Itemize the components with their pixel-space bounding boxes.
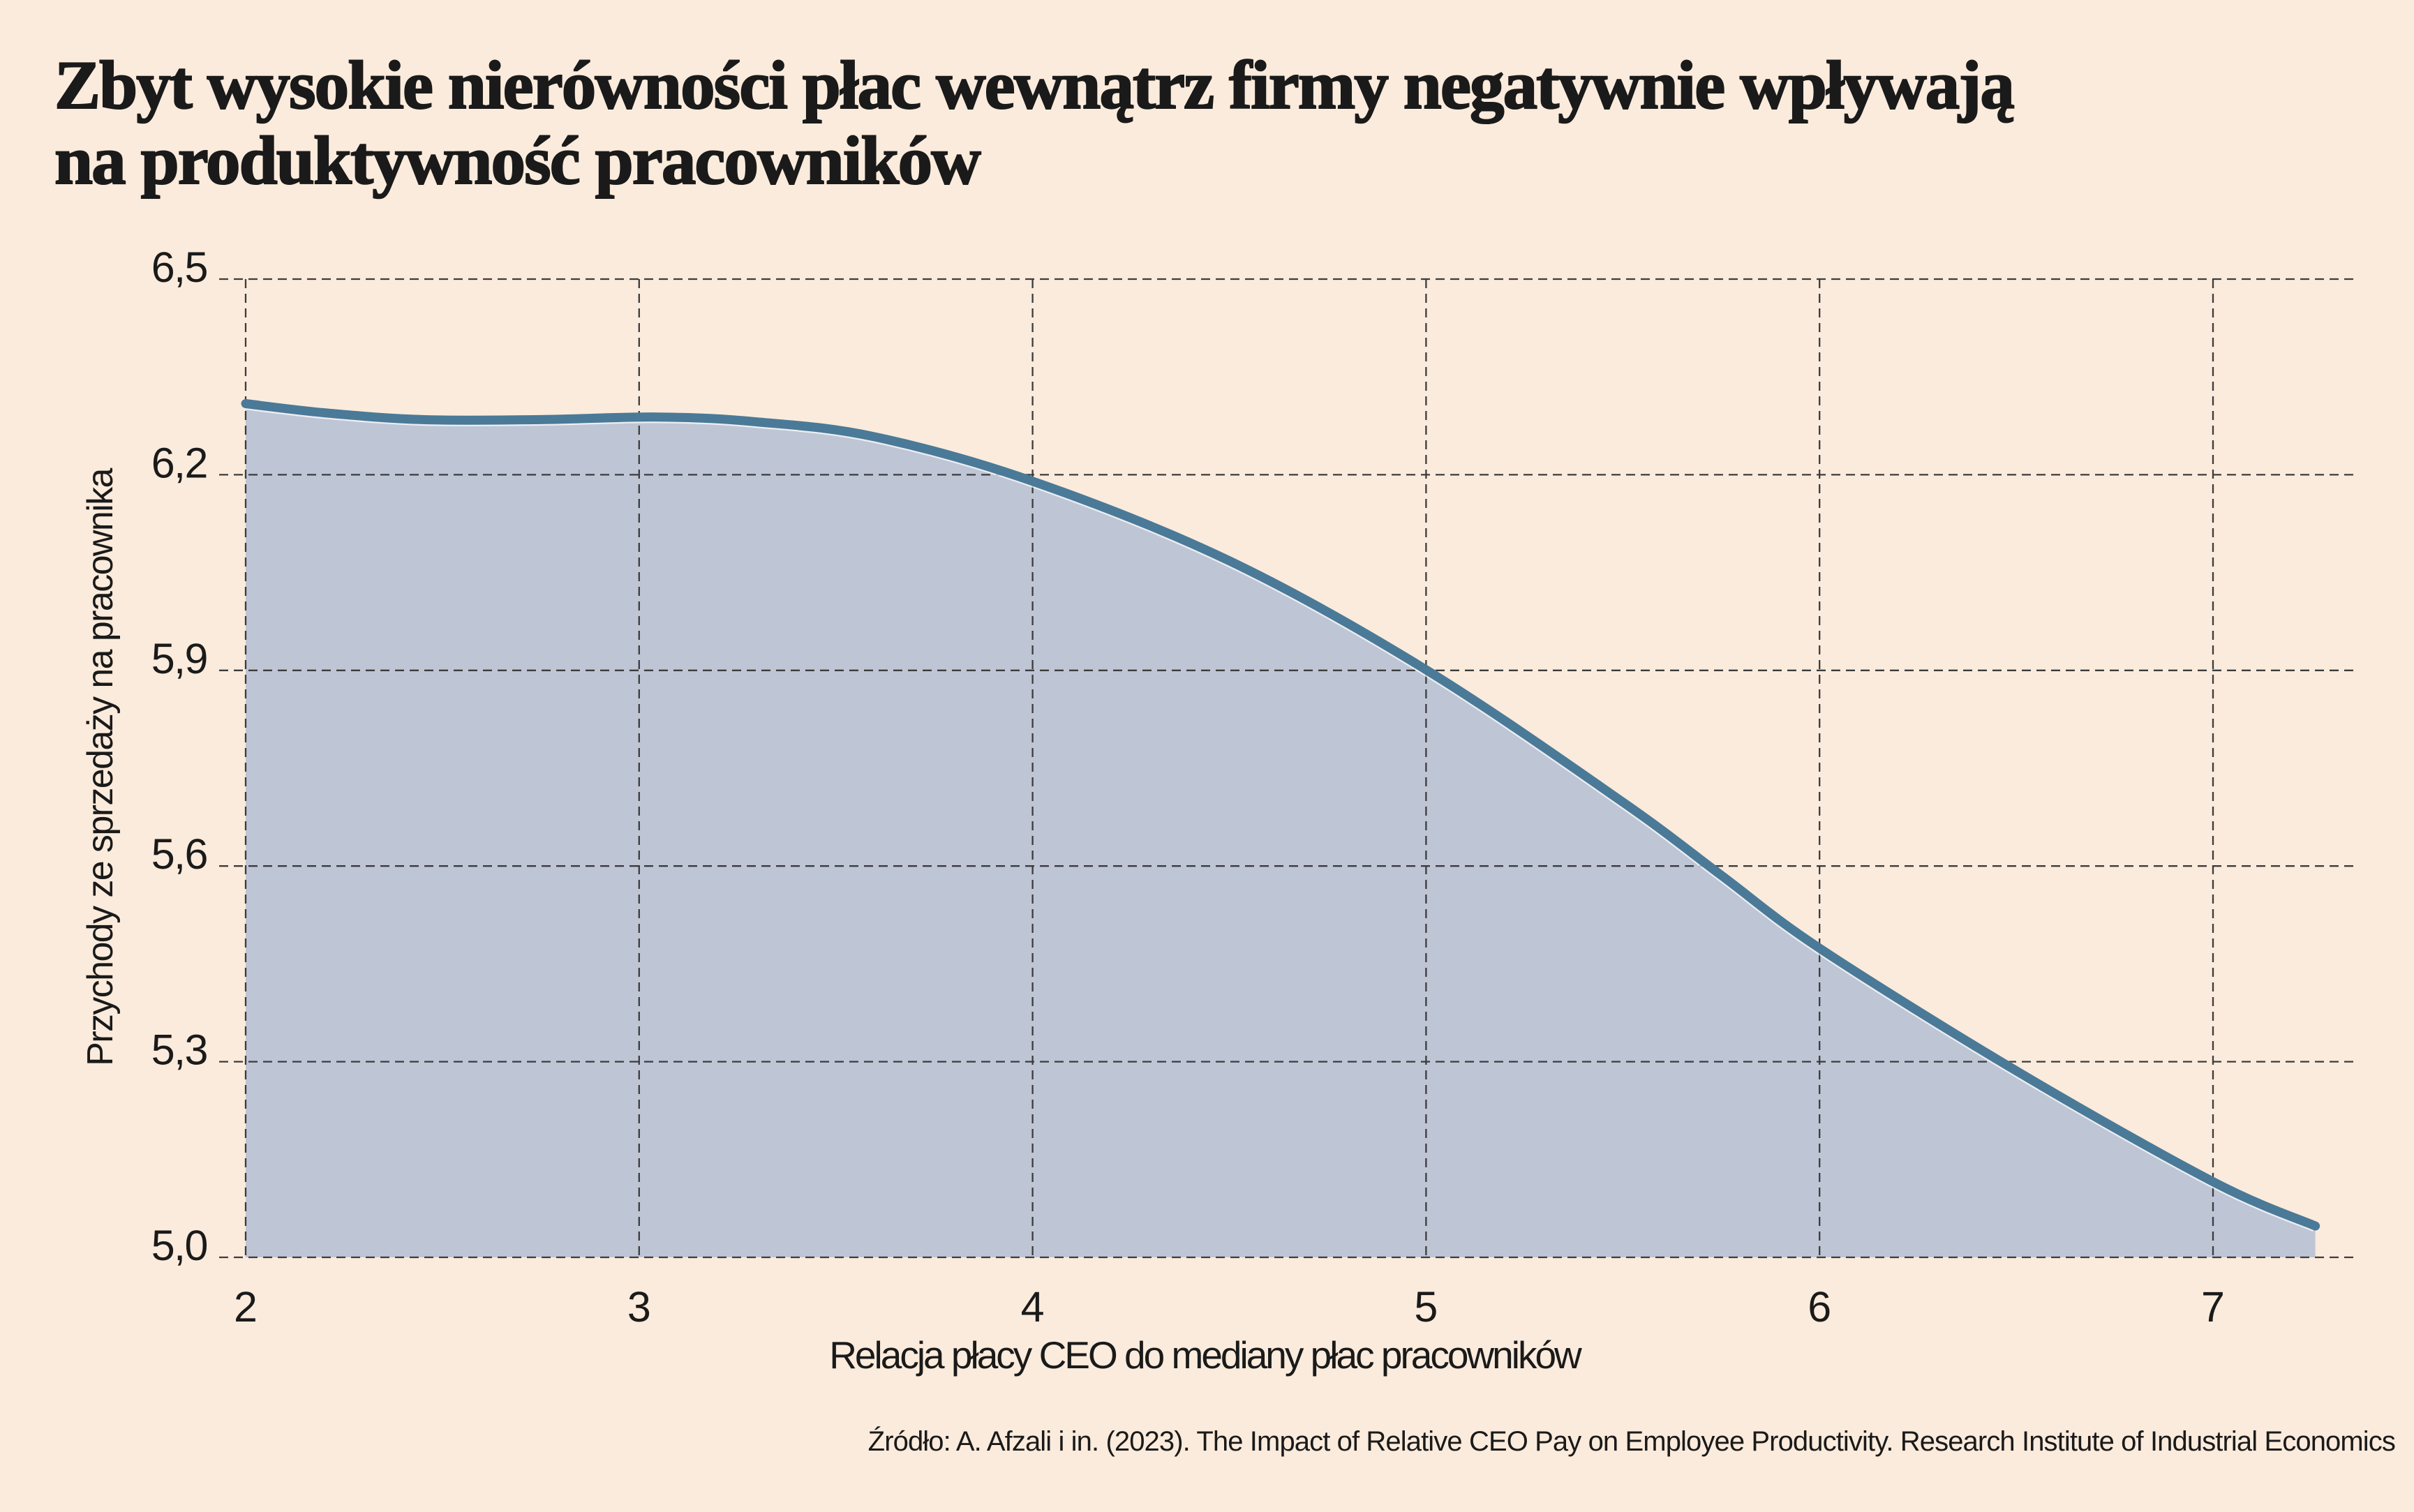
svg-text:6,2: 6,2 — [151, 439, 207, 486]
svg-text:5,6: 5,6 — [151, 830, 207, 878]
svg-text:5: 5 — [1414, 1283, 1438, 1331]
svg-text:6,5: 6,5 — [151, 244, 207, 291]
svg-text:2: 2 — [234, 1283, 258, 1331]
svg-text:5,3: 5,3 — [151, 1026, 207, 1074]
svg-text:6: 6 — [1808, 1283, 1831, 1331]
svg-text:5,9: 5,9 — [151, 635, 207, 682]
svg-text:Zbyt wysokie nierówności płac: Zbyt wysokie nierówności płac wewnątrz f… — [54, 47, 2013, 123]
svg-text:Źródło: A. Afzali i in. (2023): Źródło: A. Afzali i in. (2023). The Impa… — [868, 1425, 2395, 1457]
svg-text:Relacja płacy CEO do mediany p: Relacja płacy CEO do mediany płac pracow… — [829, 1333, 1582, 1377]
svg-text:7: 7 — [2201, 1283, 2225, 1331]
svg-text:Przychody ze sprzedaży na prac: Przychody ze sprzedaży na pracownika — [80, 467, 121, 1065]
svg-text:3: 3 — [627, 1283, 651, 1331]
svg-text:5,0: 5,0 — [151, 1222, 207, 1269]
svg-text:4: 4 — [1021, 1283, 1045, 1331]
svg-text:na produktywność pracowników: na produktywność pracowników — [54, 123, 981, 199]
